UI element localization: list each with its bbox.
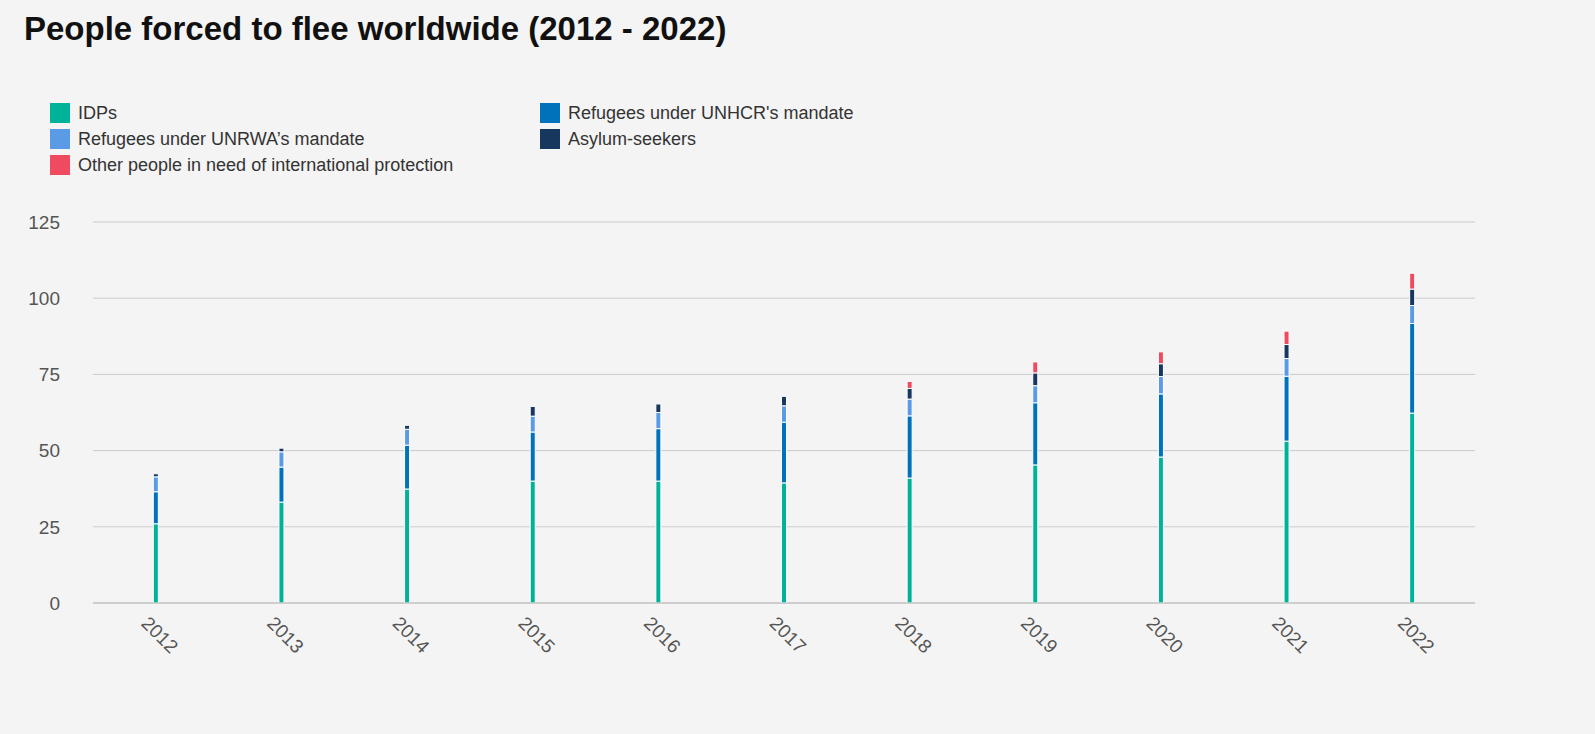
html-text:IDPs: IDPs: [78, 102, 117, 123]
svg-text:0: 0: [49, 593, 60, 614]
svg-text:2014: 2014: [389, 613, 434, 658]
html-text:People forced to flee worldwid: People forced to flee worldwide (2012 - …: [24, 10, 727, 47]
svg-text:2017: 2017: [766, 613, 811, 658]
svg-text:2021: 2021: [1268, 613, 1313, 658]
html-text:Asylum-seekers: Asylum-seekers: [568, 128, 696, 149]
svg-text:100: 100: [28, 288, 60, 309]
svg-text:125: 125: [28, 212, 60, 233]
svg-text:2012: 2012: [137, 613, 182, 658]
svg-text:75: 75: [39, 364, 60, 385]
svg-text:2015: 2015: [514, 613, 559, 658]
svg-text:2013: 2013: [263, 613, 308, 658]
svg-text:2020: 2020: [1143, 613, 1188, 658]
html-text:Other people in need of intern: Other people in need of international pr…: [78, 154, 454, 175]
svg-text:50: 50: [39, 440, 60, 461]
svg-text:2016: 2016: [640, 613, 685, 658]
svg-text:25: 25: [39, 517, 60, 538]
svg-text:2019: 2019: [1017, 613, 1062, 658]
html-text:Refugees under UNRWA’s mandate: Refugees under UNRWA’s mandate: [78, 128, 365, 149]
svg-text:2018: 2018: [891, 613, 936, 658]
html-text:Refugees under UNHCR's mandate: Refugees under UNHCR's mandate: [568, 102, 854, 123]
svg-text:2022: 2022: [1394, 613, 1439, 658]
